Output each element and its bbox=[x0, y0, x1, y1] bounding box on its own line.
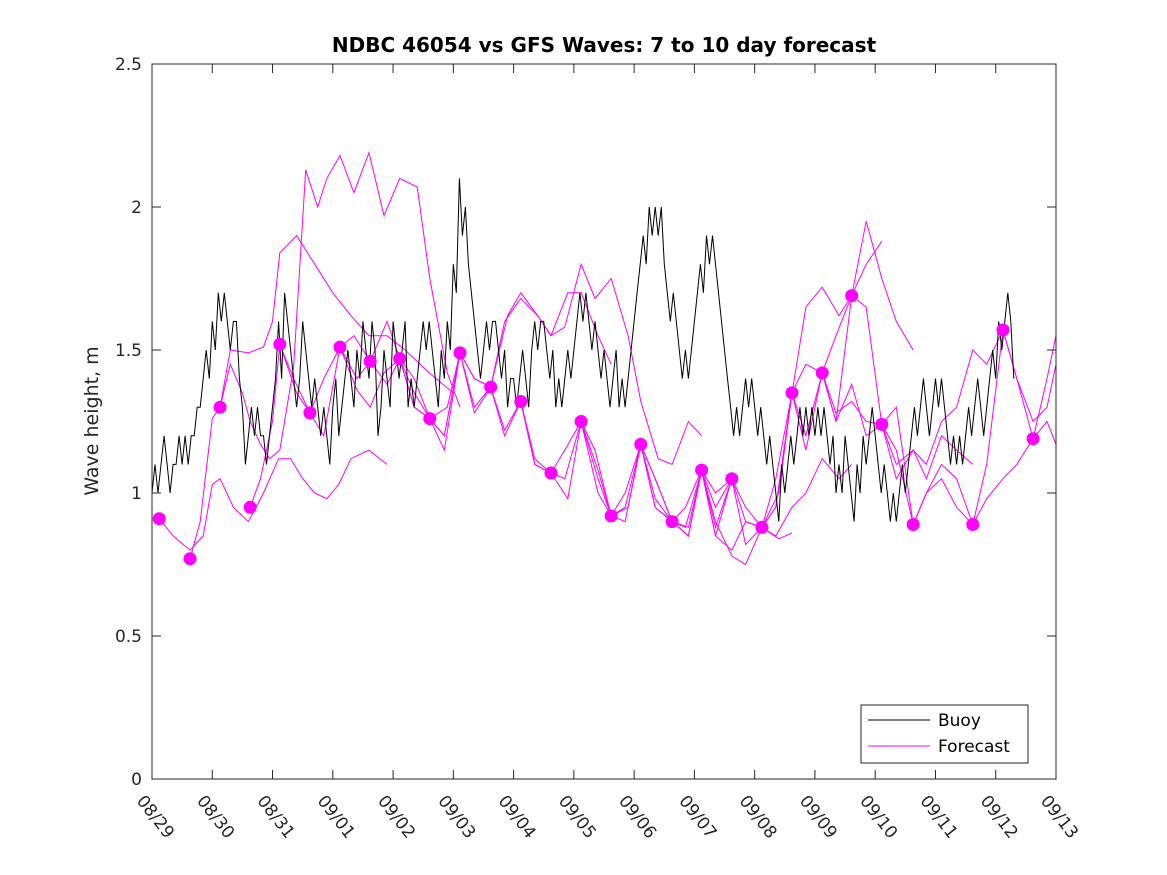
forecast-point bbox=[423, 412, 437, 426]
forecast-point bbox=[393, 352, 407, 366]
forecast-point bbox=[815, 366, 829, 380]
forecast-point bbox=[152, 512, 166, 526]
forecast-line bbox=[158, 449, 388, 551]
forecast-point bbox=[996, 323, 1010, 337]
legend-box bbox=[860, 704, 1029, 764]
buoy-line-group bbox=[151, 178, 1015, 522]
forecast-point bbox=[213, 400, 227, 414]
y-axis-label: Wave height, m bbox=[81, 346, 103, 495]
y-tick-label: 2 bbox=[131, 198, 142, 218]
forecast-point bbox=[273, 337, 287, 351]
legend-buoy-label: Buoy bbox=[938, 711, 981, 731]
plot-area bbox=[151, 63, 1057, 780]
forecast-line bbox=[459, 352, 793, 546]
forecast-point bbox=[906, 518, 920, 531]
forecast-point bbox=[845, 289, 859, 303]
forecast-line bbox=[580, 241, 883, 552]
y-tick-label: 2.5 bbox=[115, 55, 142, 75]
forecast-point bbox=[665, 515, 679, 529]
forecast-line bbox=[821, 294, 1057, 527]
forecast-point bbox=[1026, 432, 1040, 446]
forecast-line bbox=[640, 221, 914, 537]
forecast-point bbox=[453, 346, 467, 360]
forecast-dots bbox=[152, 289, 1040, 566]
forecast-point bbox=[303, 406, 317, 420]
buoy-line bbox=[151, 178, 1015, 522]
forecast-line bbox=[399, 352, 733, 523]
y-axis: 0 0.5 1 1.5 2 2.5 bbox=[115, 55, 1056, 790]
forecast-point bbox=[333, 340, 347, 354]
legend: Buoy Forecast bbox=[860, 704, 1029, 764]
forecast-point bbox=[574, 415, 588, 428]
forecast-point bbox=[484, 380, 498, 394]
forecast-line bbox=[701, 371, 974, 528]
forecast-line bbox=[219, 150, 461, 460]
forecast-point bbox=[363, 354, 377, 368]
forecast-line bbox=[249, 334, 461, 508]
forecast-point bbox=[725, 472, 739, 486]
forecast-line bbox=[279, 292, 612, 420]
y-tick-label: 0 bbox=[131, 770, 142, 790]
legend-forecast-label: Forecast bbox=[938, 737, 1010, 757]
forecast-point bbox=[604, 509, 618, 523]
axes-background bbox=[152, 64, 1056, 779]
forecast-point bbox=[966, 518, 980, 531]
forecast-point bbox=[695, 463, 709, 477]
forecast-point bbox=[183, 552, 197, 566]
forecast-point bbox=[243, 500, 257, 514]
forecast-point bbox=[875, 417, 889, 431]
forecast-point bbox=[514, 395, 528, 408]
y-tick-label: 1.5 bbox=[115, 341, 142, 361]
axes-box bbox=[151, 63, 1057, 780]
forecast-point bbox=[634, 437, 648, 451]
chart-title: NDBC 46054 vs GFS Waves: 7 to 10 day for… bbox=[332, 33, 877, 57]
forecast-point bbox=[755, 520, 769, 534]
forecast-point bbox=[785, 386, 799, 400]
y-tick-label: 0.5 bbox=[115, 627, 142, 647]
forecast-point bbox=[544, 466, 558, 480]
y-tick-label: 1 bbox=[131, 484, 142, 504]
